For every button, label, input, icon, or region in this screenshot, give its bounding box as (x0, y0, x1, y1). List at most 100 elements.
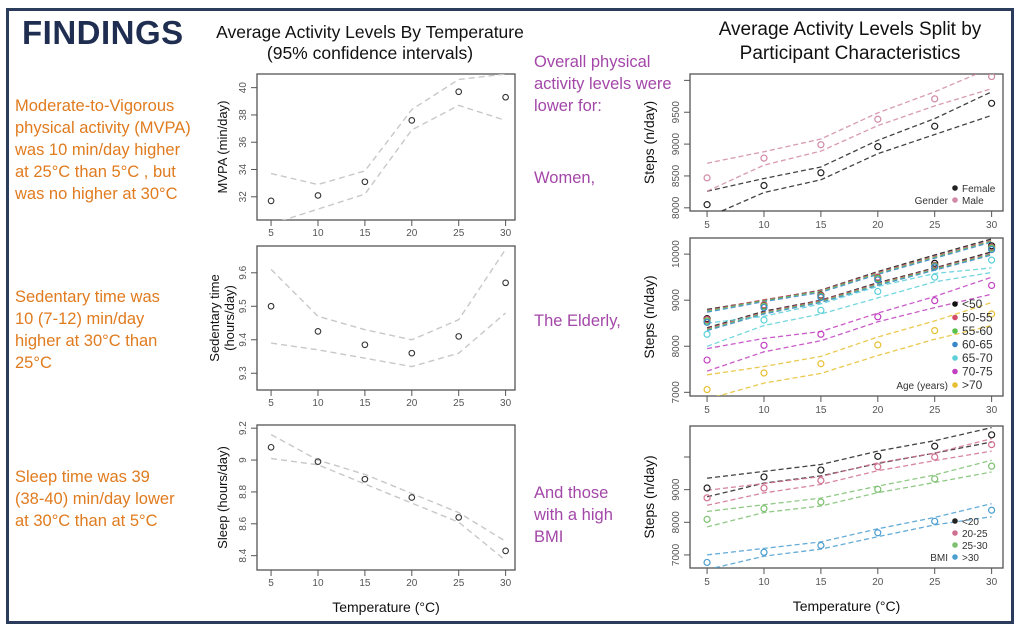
data-point (817, 476, 825, 485)
x-tick-label: 20 (406, 578, 418, 589)
ci-upper-70-75 (706, 276, 992, 350)
x-axis-label: Temperature (°C) (793, 598, 901, 614)
data-point (874, 287, 882, 296)
y-tick-label: 9500 (671, 101, 682, 124)
y-tick-label: 9 (238, 457, 249, 463)
legend-marker (952, 185, 958, 191)
ci-lower-60-65 (706, 254, 992, 332)
note-line: Sleep time was 39 (15, 468, 150, 486)
chart-4: 5 10 15 20 25 30 8000 8500 9000 9500 Steps (n/day)… (641, 73, 1004, 231)
x-tick-label: 10 (312, 228, 324, 239)
y-tick-label: 9.4 (238, 332, 249, 346)
x-tick-label: 20 (872, 577, 884, 588)
data-point (361, 178, 369, 186)
x-tick-label: 15 (359, 578, 371, 589)
ci-lower-20-25 (706, 450, 992, 506)
data-point (267, 197, 275, 205)
left-column-header: Average Activity Levels By Temperature (… (195, 22, 545, 64)
legend-label: 25-30 (962, 541, 988, 552)
y-tick-label: 10000 (671, 240, 682, 268)
elderly-note: The Elderly, (534, 310, 621, 332)
data-point (874, 276, 882, 284)
legend-marker (952, 197, 958, 203)
data-point (455, 333, 463, 340)
x-tick-label: 30 (986, 220, 998, 231)
data-point (760, 341, 768, 349)
note-line: The Elderly, (534, 312, 621, 330)
x-tick-label: 25 (453, 578, 465, 589)
data-point (703, 330, 711, 338)
legend-label: 20-25 (962, 529, 988, 540)
data-point (817, 169, 825, 177)
y-axis-label: Sedentary time (207, 274, 222, 361)
legend-marker (952, 368, 958, 375)
ci-lower-55-60 (706, 253, 992, 331)
data-point (703, 494, 711, 502)
x-tick-label: 30 (500, 228, 512, 239)
plot-area (703, 74, 996, 211)
data-point (931, 122, 939, 130)
ci-lower->70 (716, 324, 992, 396)
upper-ci-line (270, 433, 506, 542)
data-point (502, 93, 509, 101)
right-header-line2: Participant Characteristics (739, 43, 961, 64)
data-point (817, 306, 825, 314)
right-header-line1: Average Activity Levels Split by (718, 19, 982, 40)
data-point (760, 154, 768, 162)
data-point (931, 475, 939, 483)
data-point (760, 548, 768, 556)
ci-lower-50-55 (706, 252, 992, 330)
sedentary-finding: Sedentary time was 10 (7-12) min/day hig… (15, 286, 160, 374)
x-tick-label: 25 (929, 405, 941, 416)
data-point (817, 330, 825, 338)
note-line: higher at 30°C than (15, 332, 158, 350)
x-tick-label: 10 (758, 220, 770, 231)
data-point (874, 143, 882, 151)
upper-ci-line (270, 74, 506, 186)
y-tick-label: 9.6 (238, 265, 249, 279)
right-column-header: Average Activity Levels Split by Partici… (690, 18, 1010, 66)
legend-label: 70-75 (962, 365, 993, 379)
plot-frame (256, 424, 516, 571)
plot-area (267, 74, 509, 220)
slide-frame (6, 8, 1014, 624)
legend-label: 60-65 (962, 338, 993, 352)
data-point (455, 514, 463, 521)
x-tick-label: 5 (704, 577, 710, 588)
x-tick-label: 20 (872, 405, 884, 416)
data-point (361, 475, 369, 483)
data-point (931, 453, 939, 461)
ci-upper-55-60 (706, 240, 992, 312)
note-line: was 10 min/day higher (15, 141, 181, 159)
y-tick-label: 8500 (671, 164, 682, 187)
data-point (817, 360, 825, 368)
ci-upper-<50 (706, 238, 992, 311)
ci-upper->70 (707, 301, 992, 376)
x-tick-label: 20 (872, 220, 884, 231)
x-tick-label: 10 (758, 577, 770, 588)
bmi-note: And those with a high BMI (534, 482, 613, 548)
x-tick-label: 30 (500, 398, 512, 409)
y-axis-label: MVPA (min/day) (215, 101, 230, 194)
y-tick-label: 9000 (671, 133, 682, 156)
note-line: with a high (534, 506, 613, 524)
x-tick-label: 25 (453, 398, 465, 409)
data-point (703, 174, 711, 182)
note-line: at 30°C than at 5°C (15, 512, 158, 530)
plot-frame (689, 237, 1004, 397)
data-point (703, 356, 711, 364)
y-tick-label: 8000 (671, 335, 682, 358)
legend-marker (952, 314, 958, 321)
y-axis-label: (hours/day) (222, 285, 237, 351)
x-tick-label: 5 (268, 398, 274, 409)
data-point (502, 547, 509, 555)
data-point (988, 281, 996, 290)
x-tick-label: 30 (500, 578, 512, 589)
data-point (703, 558, 711, 567)
chart-6: 5 10 15 20 25 30 7000 8000 9000 Steps (n/day) Temp… (641, 425, 1004, 614)
ci-lower-Female (720, 114, 992, 211)
y-axis-label: Sleep (hours/day) (215, 446, 230, 549)
data-point (988, 245, 996, 254)
note-line: 10 (7-12) min/day (15, 310, 145, 328)
